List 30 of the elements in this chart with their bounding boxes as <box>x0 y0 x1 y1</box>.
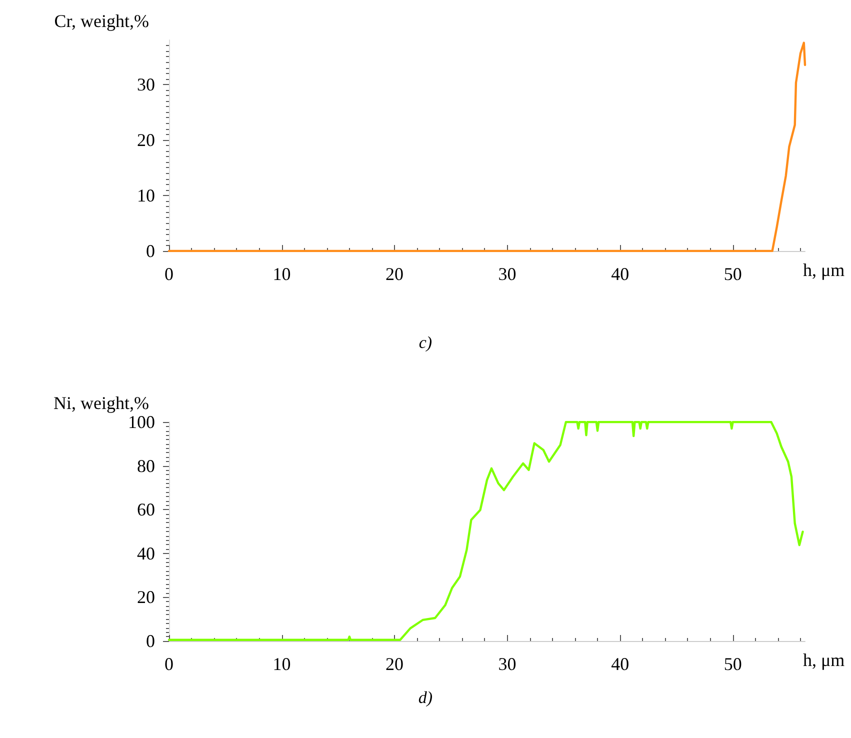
x-axis-title: h, μm <box>803 260 845 280</box>
y-tick-label: 20 <box>137 130 155 150</box>
y-tick-label: 60 <box>137 500 155 520</box>
x-tick-label: 10 <box>272 654 291 674</box>
text: c) <box>418 333 434 353</box>
y-tick-label: 80 <box>137 456 155 476</box>
y-tick-label: 0 <box>146 631 155 651</box>
x-axis-title: h, μm <box>803 650 845 670</box>
x-tick-label: 0 <box>164 264 174 284</box>
x-tick-label: 50 <box>724 264 742 284</box>
x-tick-label: 50 <box>724 654 742 674</box>
y-tick-label: 100 <box>128 412 155 432</box>
y-axis-title: Ni, weight,% <box>54 393 150 413</box>
x-tick-label: 40 <box>611 264 630 284</box>
y-tick-label: 10 <box>137 185 155 206</box>
x-tick-label: 20 <box>386 654 404 674</box>
y-tick-label: 40 <box>137 543 155 564</box>
x-tick-label: 40 <box>611 654 630 674</box>
x-tick-label: 20 <box>386 264 404 284</box>
line-series <box>168 42 806 252</box>
x-tick-label: 10 <box>272 264 291 284</box>
x-tick-label: 30 <box>498 654 516 674</box>
y-tick-label: 30 <box>137 74 155 94</box>
y-axis-title: Cr, weight,% <box>54 11 150 31</box>
y-tick-label: 0 <box>146 241 155 261</box>
y-tick-label: 20 <box>137 587 155 608</box>
x-tick-label: 0 <box>164 654 174 674</box>
x-tick-label: 30 <box>498 264 516 284</box>
text: d) <box>417 688 434 708</box>
line-series <box>168 420 804 642</box>
